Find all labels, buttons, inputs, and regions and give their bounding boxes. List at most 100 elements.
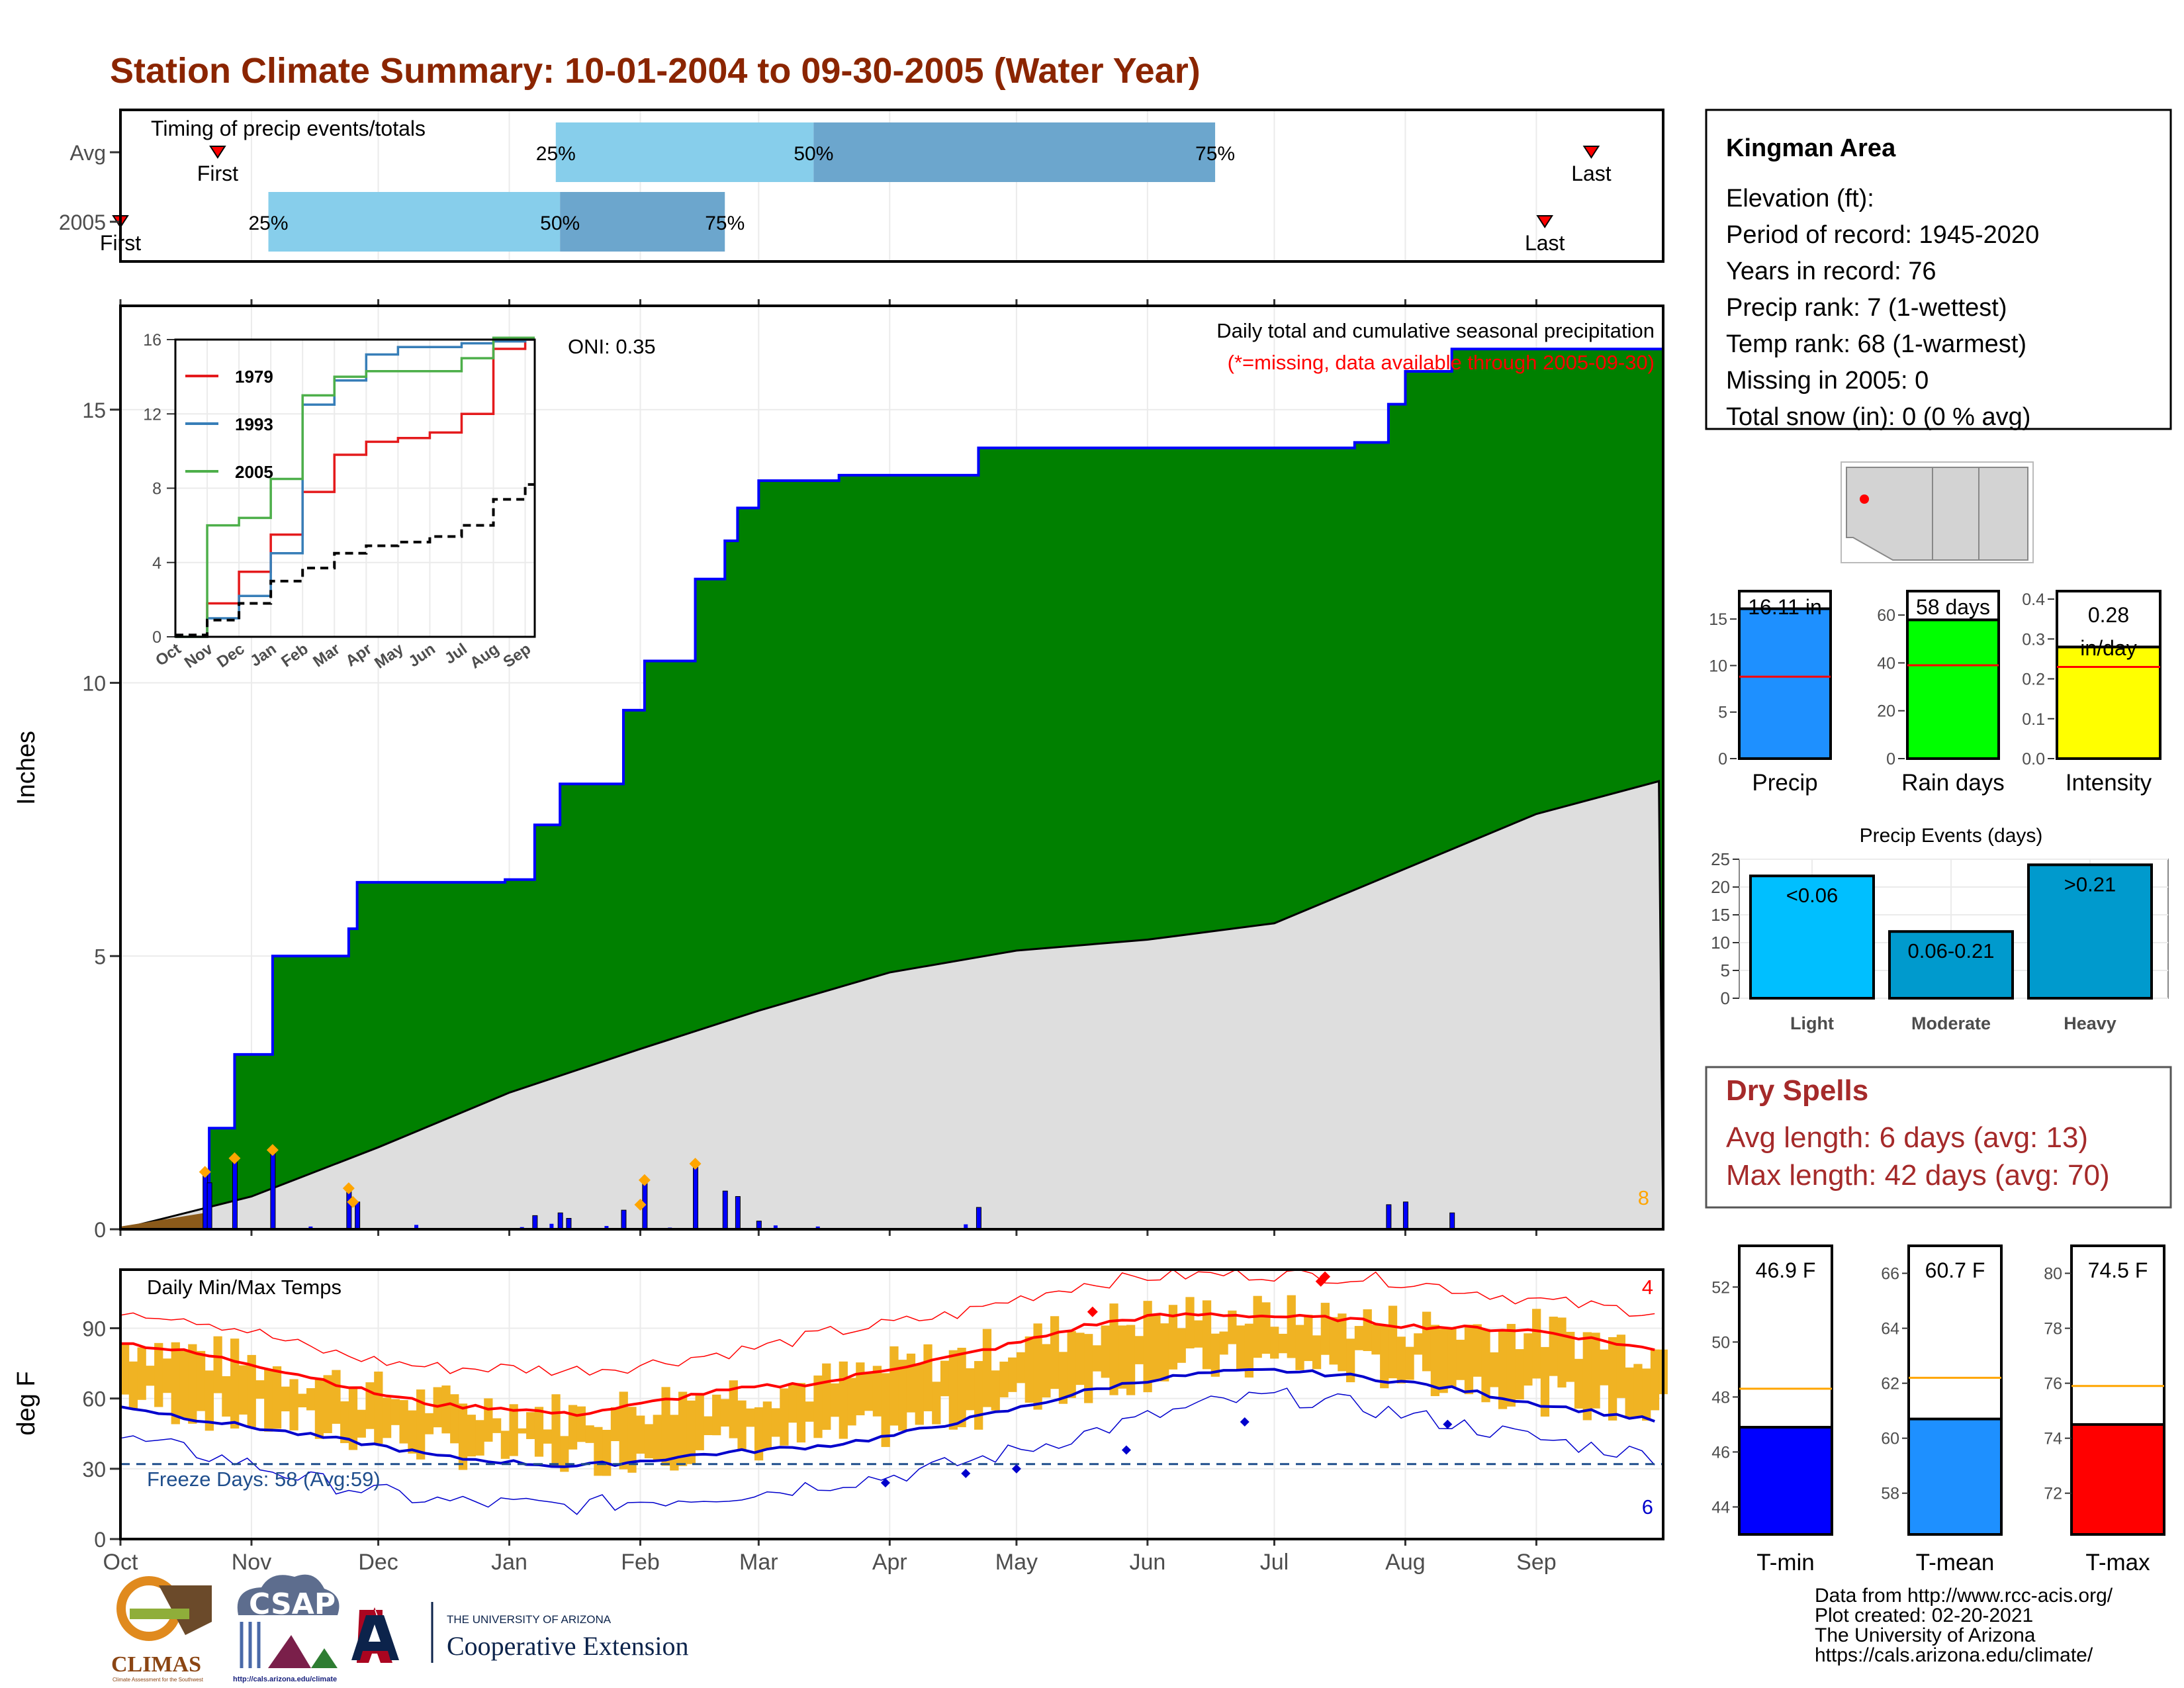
events-ytick-label-20: 20 xyxy=(1711,877,1730,897)
inset-legend-label-2005: 2005 xyxy=(235,462,273,482)
temp-range-bar xyxy=(1050,1316,1060,1389)
temp-range-bar xyxy=(332,1370,341,1424)
minor-precip-bar-6 xyxy=(773,1225,778,1229)
timing-bar-2005-q2 xyxy=(560,192,725,252)
temp-range-bar xyxy=(1042,1344,1051,1398)
temp-range-bar xyxy=(898,1360,907,1431)
temp-range-bar xyxy=(754,1407,764,1461)
season-tick-label-2: 0.4 xyxy=(2022,590,2045,609)
temp-range-bar xyxy=(1202,1300,1212,1370)
season-tick-label-2: 0.3 xyxy=(2022,630,2045,649)
temp-range-bar xyxy=(272,1366,282,1429)
temp-mean-tick-label-1: 64 xyxy=(1881,1320,1899,1338)
temp-range-bar xyxy=(289,1379,298,1430)
temp-mean-tick-label-0: 50 xyxy=(1711,1333,1730,1352)
timing-p75-avg: 75% xyxy=(1195,143,1235,165)
temp-range-bar xyxy=(1228,1310,1237,1344)
temp-range-bar xyxy=(475,1420,484,1456)
temp-range-bar xyxy=(500,1430,510,1459)
temp-range-bar xyxy=(441,1385,451,1434)
event-bar-heavy xyxy=(2027,863,2153,1000)
record-low-marker-2 xyxy=(1011,1464,1021,1474)
temp-ylabel: deg F xyxy=(13,1371,40,1435)
timing-bar-avg-q2 xyxy=(813,122,1216,182)
daily-precip-bar-7 xyxy=(557,1212,563,1230)
inset-border xyxy=(174,338,536,638)
csap-wordmark: CSAP xyxy=(249,1587,336,1621)
timing-first-marker-avg xyxy=(209,146,226,159)
season-bar-cap-1 xyxy=(1906,590,2000,622)
temp-ytick-label-60: 60 xyxy=(82,1387,106,1411)
inset-ytick-0: 0 xyxy=(152,628,161,647)
temp-mean-label-t-min: 46.9 F xyxy=(1756,1258,1816,1282)
temp-range-bar xyxy=(1481,1329,1490,1403)
temp-range-bar xyxy=(146,1366,155,1386)
temp-mean-tick-label-0: 52 xyxy=(1711,1278,1730,1297)
temp-mean-bar-t-mean xyxy=(1907,1417,2003,1536)
season-tick-label-1: 20 xyxy=(1877,702,1895,721)
temperature-panel: Freeze Days: 58 (Avg:59) Daily Min/Max Te… xyxy=(13,1268,1668,1575)
daily-precip-bar-17 xyxy=(1402,1201,1408,1230)
temp-range-bar xyxy=(1236,1325,1246,1370)
daily-precip-bar-13 xyxy=(735,1196,741,1230)
temp-range-bar xyxy=(1430,1325,1440,1397)
precip-ylabel: Inches xyxy=(13,731,40,805)
temp-range-bar xyxy=(264,1369,273,1432)
temp-range-bar xyxy=(889,1346,899,1426)
oni-value: ONI: 0.35 xyxy=(568,335,656,358)
temp-range-bar xyxy=(762,1401,772,1450)
temp-range-bar xyxy=(627,1407,637,1473)
temp-range-bar xyxy=(399,1400,408,1444)
daily-precip-bar-16 xyxy=(1386,1204,1392,1230)
season-tick-label-0: 0 xyxy=(1718,750,1727,769)
temp-range-bar xyxy=(1506,1324,1516,1407)
temp-range-bar xyxy=(594,1427,603,1476)
temp-range-bar xyxy=(1633,1364,1643,1417)
temp-range-bar xyxy=(822,1363,831,1430)
timing-last-marker-avg xyxy=(1582,146,1600,159)
temp-range-bar xyxy=(1244,1323,1254,1378)
temp-mean-category-t-min: T-min xyxy=(1756,1550,1815,1575)
temp-range-bar xyxy=(1126,1325,1136,1395)
dry-spells-avg: Avg length: 6 days (avg: 13) xyxy=(1726,1121,2088,1154)
normal-cumulative-area xyxy=(120,780,1664,1231)
events-ytick-label-15: 15 xyxy=(1711,905,1730,925)
temp-range-bar xyxy=(154,1342,163,1407)
temp-range-bar xyxy=(509,1404,518,1456)
temp-range-bar xyxy=(1582,1332,1592,1421)
temp-range-bar xyxy=(205,1370,214,1431)
temp-range-bar xyxy=(1109,1303,1118,1395)
season-bar-cap-0 xyxy=(1738,590,1832,610)
csap-logo: CSAP http://cals.arizona.edu/climate xyxy=(233,1574,340,1683)
season-value-label-1: 58 days xyxy=(1916,595,1990,619)
temp-range-bar xyxy=(1160,1323,1169,1382)
month-label-sep: Sep xyxy=(1516,1550,1557,1575)
daily-precip-bar-15 xyxy=(976,1207,981,1230)
temp-range-bar xyxy=(188,1344,197,1424)
temp-range-bar xyxy=(678,1391,688,1466)
temp-range-bar xyxy=(1549,1317,1558,1376)
timing-row-label-2005: 2005 xyxy=(59,211,106,234)
precip-panel: Daily total and cumulative seasonal prec… xyxy=(13,299,1664,1242)
inset-series-2005 xyxy=(175,336,535,638)
event-bar-moderate xyxy=(1888,930,2014,1000)
record-low-count: 6 xyxy=(1642,1495,1653,1519)
temp-range-bar xyxy=(729,1380,738,1438)
climas-subtitle: Climate Assessment for the Southwest xyxy=(113,1677,204,1683)
season-tick-label-2: 0.2 xyxy=(2022,671,2045,689)
temp-range-bar xyxy=(1312,1335,1322,1370)
temp-mean-tick-label-1: 62 xyxy=(1881,1375,1899,1393)
temp-range-bar xyxy=(1008,1357,1017,1392)
temp-range-bar xyxy=(1287,1295,1296,1358)
events-ytick-label-10: 10 xyxy=(1711,933,1730,953)
temp-range-bar xyxy=(1101,1325,1110,1378)
temp-border xyxy=(119,1268,1664,1540)
temp-range-bar xyxy=(1067,1331,1076,1398)
credit-url: https://cals.arizona.edu/climate/ xyxy=(1815,1644,2093,1666)
precip-border xyxy=(119,305,1664,1231)
temp-mean-tick-label-2: 74 xyxy=(2044,1430,2062,1448)
precip-ytick-label-0: 0 xyxy=(94,1218,106,1242)
timing-last-label-2005: Last xyxy=(1525,231,1565,255)
temp-range-bar xyxy=(805,1401,814,1422)
temp-range-bar xyxy=(923,1344,933,1411)
